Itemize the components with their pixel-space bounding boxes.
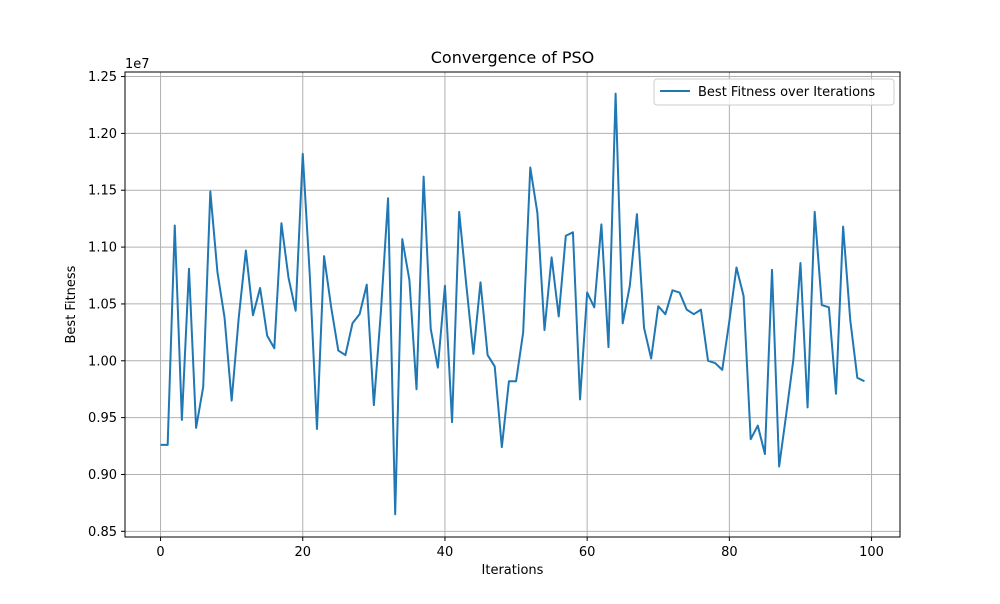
axis-ticks: 0 20 40 60 80 100 0.85 0.90 0.95 1.00 1.05 1.10 1.15… [88, 70, 884, 560]
y-tick-label: 1.10 [88, 241, 117, 256]
y-tick-label: 1.05 [88, 297, 117, 312]
y-axis-label: Best Fitness [64, 265, 79, 343]
series-line [160, 92, 865, 516]
y-tick-label: 0.90 [88, 468, 117, 483]
x-tick-label: 0 [156, 545, 164, 560]
legend-series-label: Best Fitness over Iterations [698, 85, 875, 100]
y-tick-label: 1.25 [88, 70, 117, 85]
x-tick-label: 60 [579, 545, 596, 560]
x-axis-label: Iterations [482, 563, 544, 578]
x-tick-label: 40 [437, 545, 454, 560]
legend: Best Fitness over Iterations [653, 78, 895, 106]
x-tick-label: 100 [859, 545, 884, 560]
x-tick-label: 20 [294, 545, 311, 560]
plot-area-frame [124, 71, 901, 538]
chart-title: Convergence of PSO [431, 48, 594, 67]
x-tick-label: 80 [721, 545, 738, 560]
y-tick-label: 1.20 [88, 127, 117, 142]
legend-box [653, 78, 895, 106]
y-axis-offset-label: 1e7 [125, 57, 150, 72]
y-tick-label: 0.95 [88, 411, 117, 426]
y-tick-label: 1.15 [88, 184, 117, 199]
y-tick-label: 0.85 [88, 525, 117, 540]
series-layer [160, 92, 865, 516]
y-tick-label: 1.00 [88, 354, 117, 369]
